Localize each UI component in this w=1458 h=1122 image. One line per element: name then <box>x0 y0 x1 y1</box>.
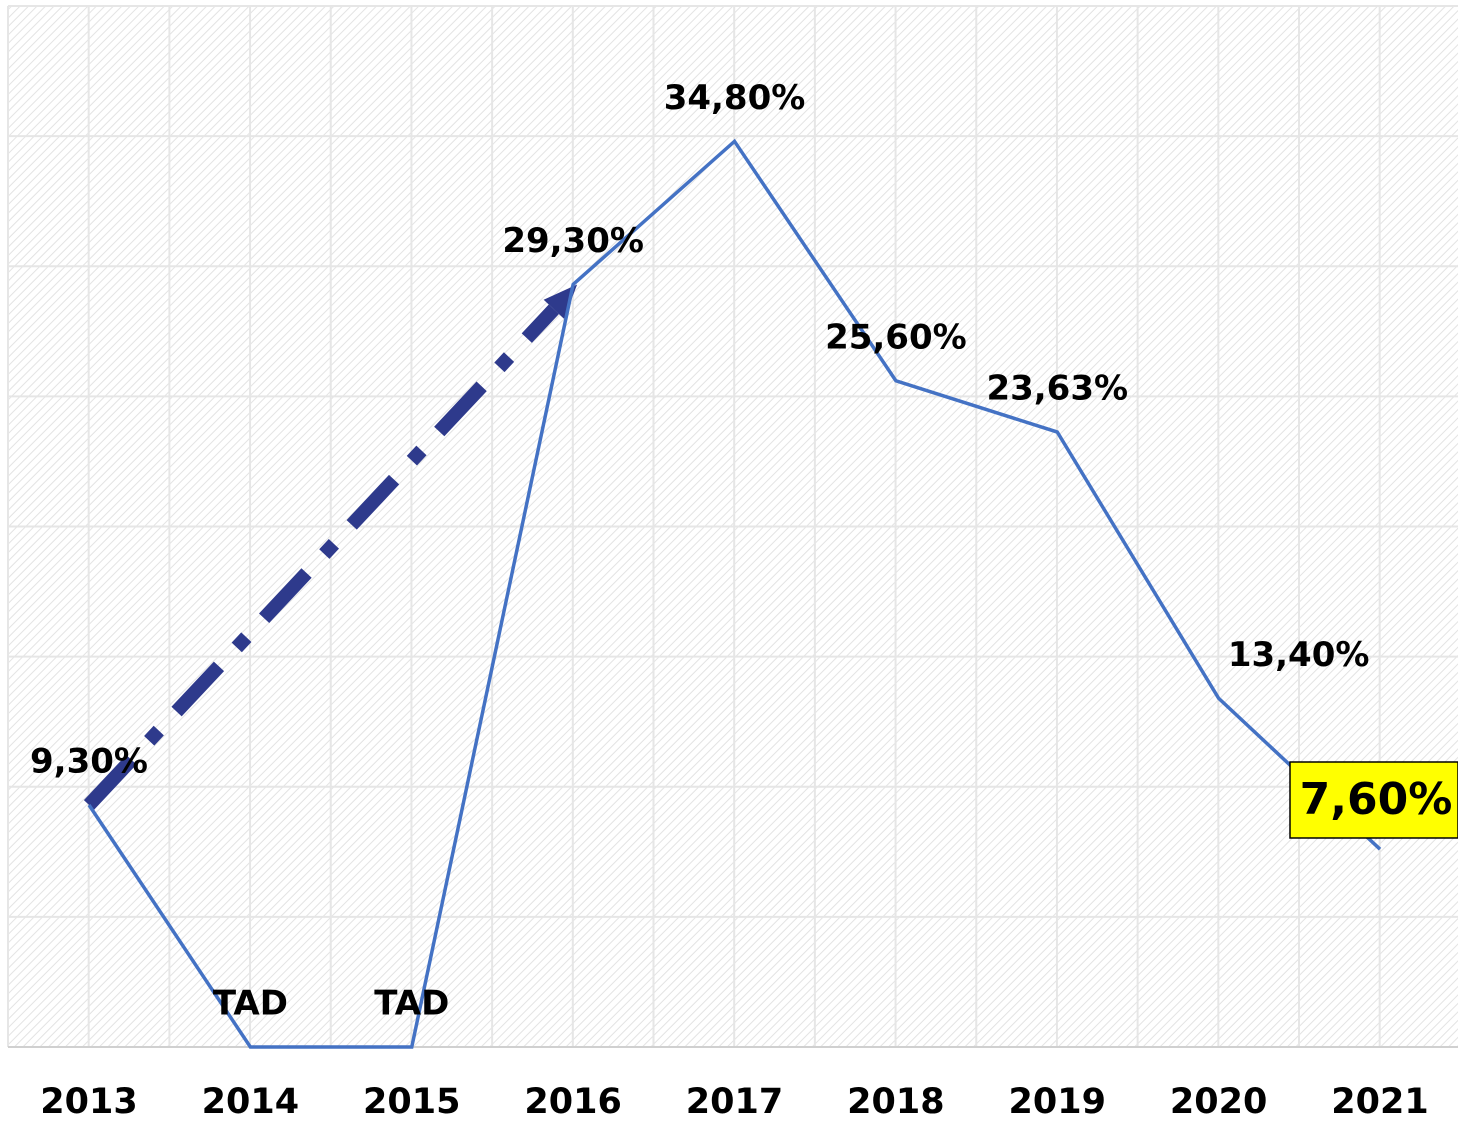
x-tick-label: 2013 <box>40 1082 137 1122</box>
x-tick-label: 2016 <box>524 1082 621 1122</box>
value-label: 13,40% <box>1228 635 1370 675</box>
trend-arrow-head <box>543 284 578 319</box>
highlight-box <box>1289 761 1458 839</box>
value-label: 7,60% <box>1300 774 1453 825</box>
line <box>87 138 1382 1049</box>
x-tick-label: 2015 <box>363 1082 460 1122</box>
value-label: 23,63% <box>986 369 1128 409</box>
x-tick-label: 2019 <box>1009 1082 1106 1122</box>
trend-arrow-shaft <box>83 304 559 810</box>
value-label: 34,80% <box>664 78 806 118</box>
value-label: 25,60% <box>825 317 967 357</box>
value-label: TAD <box>213 984 288 1024</box>
x-tick-label: 2021 <box>1331 1082 1428 1122</box>
value-label: 9,30% <box>30 741 148 781</box>
x-tick-label: 2014 <box>202 1082 299 1122</box>
x-tick-label: 2018 <box>847 1082 944 1122</box>
value-label: 29,30% <box>502 221 644 261</box>
value-label: TAD <box>374 984 449 1024</box>
x-tick-label: 2017 <box>686 1082 783 1122</box>
x-tick-label: 2020 <box>1170 1082 1267 1122</box>
